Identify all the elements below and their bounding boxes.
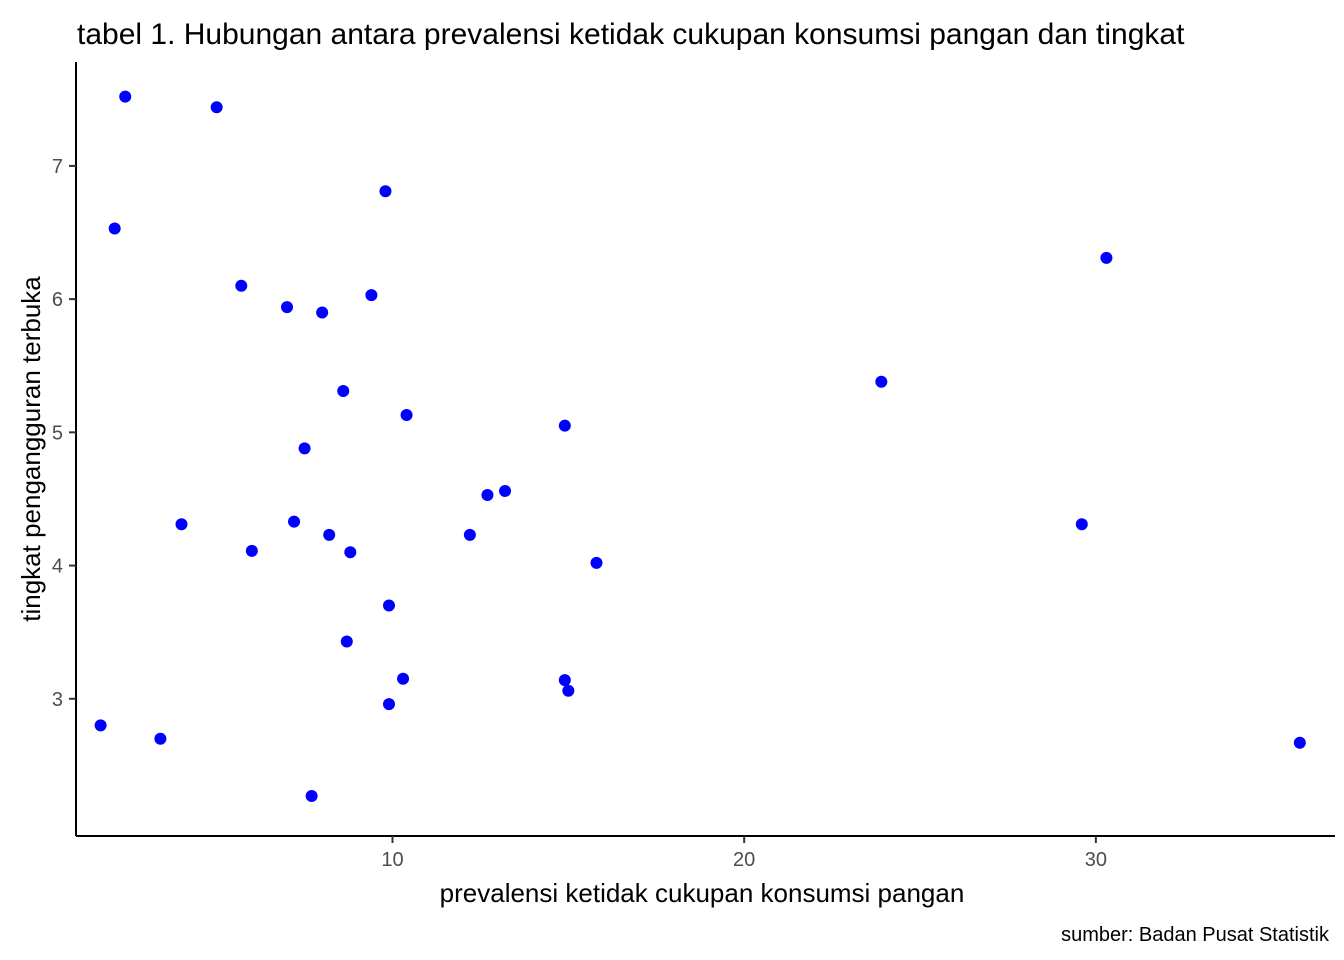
y-tick-label: 7 <box>52 156 63 178</box>
y-tick-label: 3 <box>52 689 63 711</box>
scatter-point <box>298 442 311 455</box>
scatter-point <box>175 518 188 531</box>
y-tick-label: 5 <box>52 422 63 444</box>
scatter-point <box>340 635 353 648</box>
scatter-point <box>382 698 395 711</box>
scatter-point <box>382 599 395 612</box>
scatter-point <box>1100 251 1113 264</box>
x-tick-label: 30 <box>1085 849 1107 871</box>
scatter-point <box>397 672 410 685</box>
scatter-point <box>245 544 258 557</box>
scatter-point <box>344 546 357 559</box>
scatter-point <box>316 306 329 319</box>
scatter-point <box>590 556 603 569</box>
x-axis-label: prevalensi ketidak cukupan konsumsi pang… <box>440 878 965 908</box>
scatter-point <box>210 101 223 114</box>
scatter-point <box>154 732 167 745</box>
scatter-point <box>235 279 248 292</box>
scatter-point <box>1075 518 1088 531</box>
scatter-point <box>558 419 571 432</box>
data-points <box>94 90 1306 803</box>
y-tick-label: 6 <box>52 289 63 311</box>
scatter-point <box>463 528 476 541</box>
scatter-point <box>481 488 494 501</box>
chart-title: tabel 1. Hubungan antara prevalensi keti… <box>77 18 1185 51</box>
x-axis-ticks: 10 20 30 <box>381 836 1107 871</box>
x-tick-label: 10 <box>381 849 403 871</box>
scatter-point <box>875 375 888 388</box>
scatter-point <box>558 674 571 687</box>
scatter-point <box>305 790 318 803</box>
scatter-point <box>323 528 336 541</box>
y-axis-ticks: 3 4 5 6 7 <box>52 156 76 711</box>
scatter-point <box>499 484 512 497</box>
scatter-point <box>562 684 575 697</box>
y-tick-label: 4 <box>52 556 63 578</box>
scatter-point <box>400 409 413 422</box>
scatter-point <box>379 185 392 198</box>
scatter-point <box>94 719 107 732</box>
scatter-point <box>337 385 350 398</box>
x-tick-label: 20 <box>733 849 755 871</box>
y-axis-label: tingkat pengangguran terbuka <box>16 276 46 622</box>
scatter-point <box>119 90 132 103</box>
scatter-point <box>288 515 301 528</box>
scatter-point <box>108 222 121 235</box>
scatter-point <box>365 289 378 302</box>
scatter-point <box>281 301 294 314</box>
scatter-point <box>1293 736 1306 749</box>
source-caption: sumber: Badan Pusat Statistik <box>1061 924 1330 946</box>
